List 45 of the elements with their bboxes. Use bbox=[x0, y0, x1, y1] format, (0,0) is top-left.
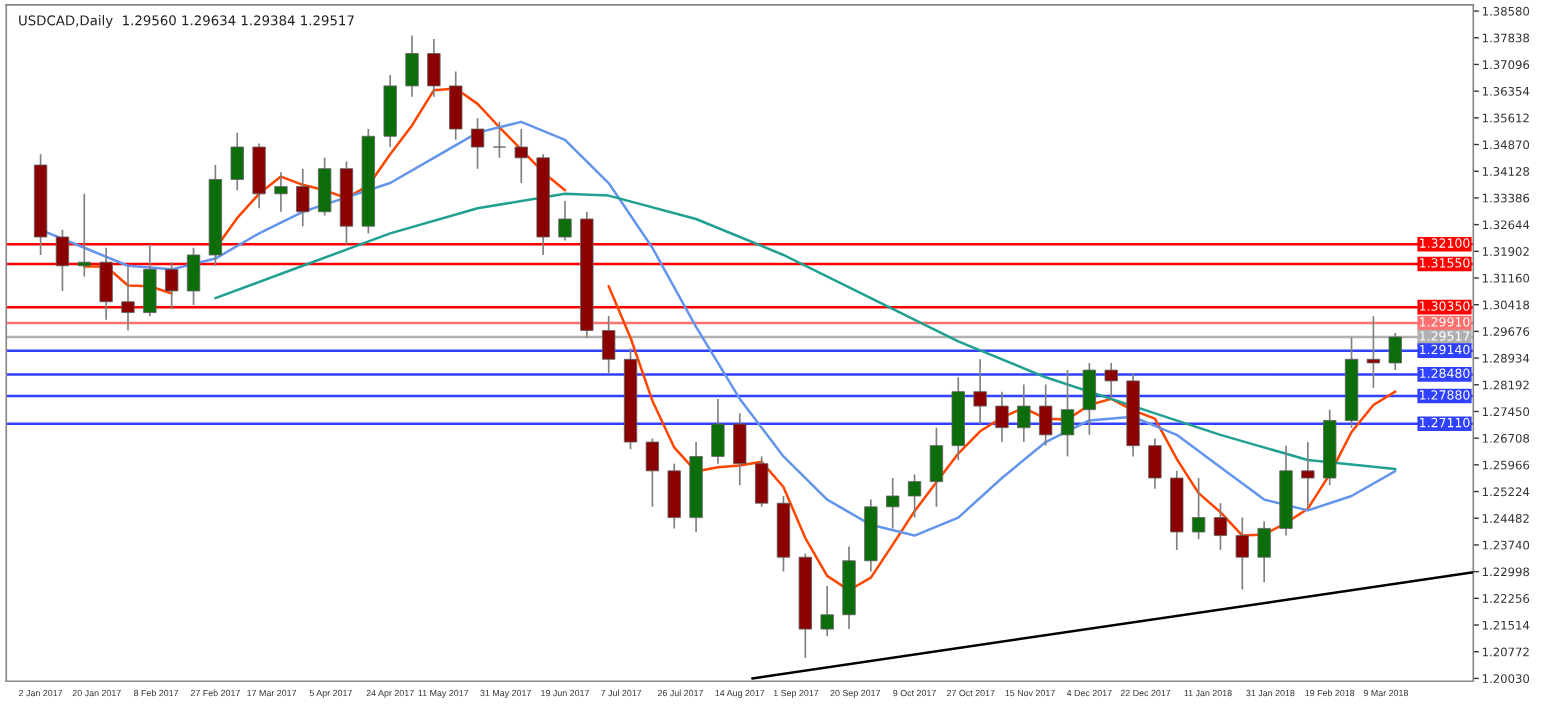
candlestick bbox=[1235, 516, 1249, 591]
candlestick bbox=[514, 128, 528, 184]
candlestick bbox=[165, 261, 179, 310]
candlestick bbox=[558, 200, 572, 242]
candlestick bbox=[929, 426, 944, 508]
candlestick bbox=[667, 462, 681, 530]
candlestick bbox=[449, 70, 463, 141]
candlestick bbox=[733, 412, 747, 487]
candlestick bbox=[754, 455, 769, 508]
candlestick bbox=[317, 157, 332, 217]
candlestick bbox=[886, 477, 900, 530]
candlestick bbox=[77, 192, 91, 278]
candlestick bbox=[427, 38, 441, 98]
candlestick bbox=[1213, 502, 1228, 551]
candlestick bbox=[973, 358, 987, 425]
candlestick bbox=[1257, 520, 1271, 584]
candlestick bbox=[492, 121, 507, 159]
candlestick bbox=[1039, 383, 1053, 447]
candlestick bbox=[1191, 477, 1206, 541]
candlestick bbox=[907, 473, 922, 519]
candlestick bbox=[995, 390, 1009, 443]
candlestick bbox=[645, 437, 660, 508]
candlestick bbox=[99, 246, 113, 321]
candlestick bbox=[274, 171, 288, 213]
candlestick bbox=[186, 246, 201, 307]
candlestick bbox=[121, 264, 135, 332]
candlestick bbox=[1366, 315, 1381, 389]
candlestick bbox=[55, 228, 70, 292]
candlestick bbox=[296, 167, 310, 228]
candlestick bbox=[230, 131, 244, 192]
candlestick bbox=[711, 398, 725, 465]
candlestick bbox=[602, 315, 616, 375]
line-series bbox=[214, 192, 1397, 471]
candlestick bbox=[1148, 437, 1162, 490]
candlestick bbox=[252, 142, 266, 210]
candlestick bbox=[1082, 362, 1097, 436]
candlestick bbox=[1104, 362, 1118, 400]
candlestick bbox=[820, 585, 834, 638]
candlestick bbox=[1388, 332, 1402, 371]
candlestick bbox=[143, 243, 157, 317]
candlestick bbox=[1017, 383, 1031, 443]
candlestick bbox=[405, 34, 419, 98]
candlestick bbox=[1060, 369, 1075, 458]
candlestick bbox=[1301, 441, 1315, 508]
candlestick bbox=[470, 117, 485, 170]
